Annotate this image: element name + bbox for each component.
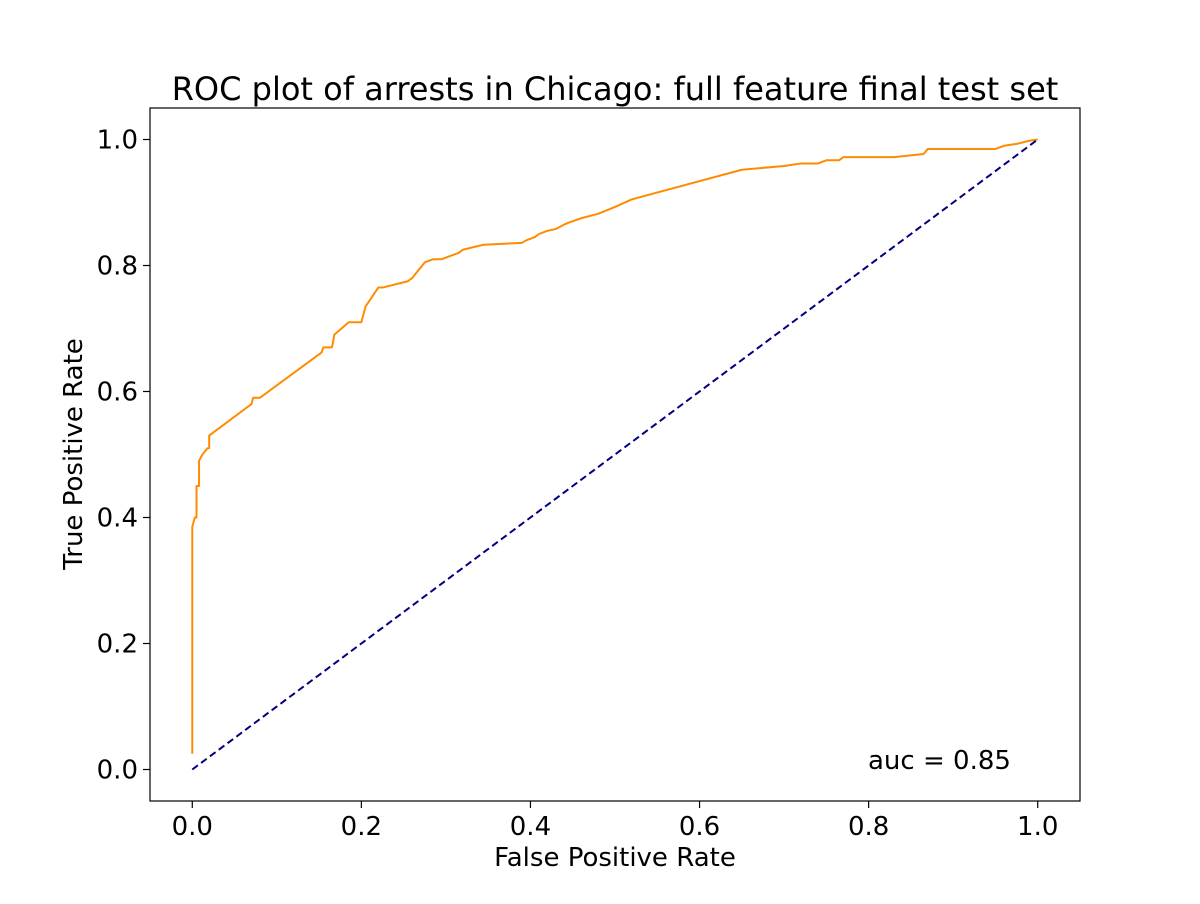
x-axis-label: False Positive Rate — [494, 843, 736, 873]
x-tick-label: 1.0 — [1017, 812, 1058, 842]
auc-annotation: auc = 0.85 — [868, 746, 1011, 776]
y-axis-label: True Positive Rate — [59, 338, 89, 571]
chart-title: ROC plot of arrests in Chicago: full fea… — [172, 70, 1059, 108]
y-tick-label: 0.8 — [97, 252, 138, 282]
y-tick-label: 0.6 — [97, 378, 138, 408]
y-tick-label: 1.0 — [97, 126, 138, 156]
x-tick-label: 0.8 — [848, 812, 889, 842]
y-axis: 0.0 0.2 0.4 0.6 0.8 1.0 — [97, 126, 150, 786]
x-axis: 0.0 0.2 0.4 0.6 0.8 1.0 — [172, 801, 1058, 842]
x-tick-label: 0.0 — [172, 812, 213, 842]
x-tick-label: 0.2 — [341, 812, 382, 842]
x-tick-label: 0.6 — [679, 812, 720, 842]
y-tick-label: 0.2 — [97, 630, 138, 660]
y-tick-label: 0.4 — [97, 504, 138, 534]
x-tick-label: 0.4 — [510, 812, 551, 842]
plot-frame — [149, 107, 1081, 802]
y-tick-label: 0.0 — [97, 756, 138, 786]
roc-curve-line — [191, 138, 1038, 754]
plot-area — [191, 138, 1039, 771]
